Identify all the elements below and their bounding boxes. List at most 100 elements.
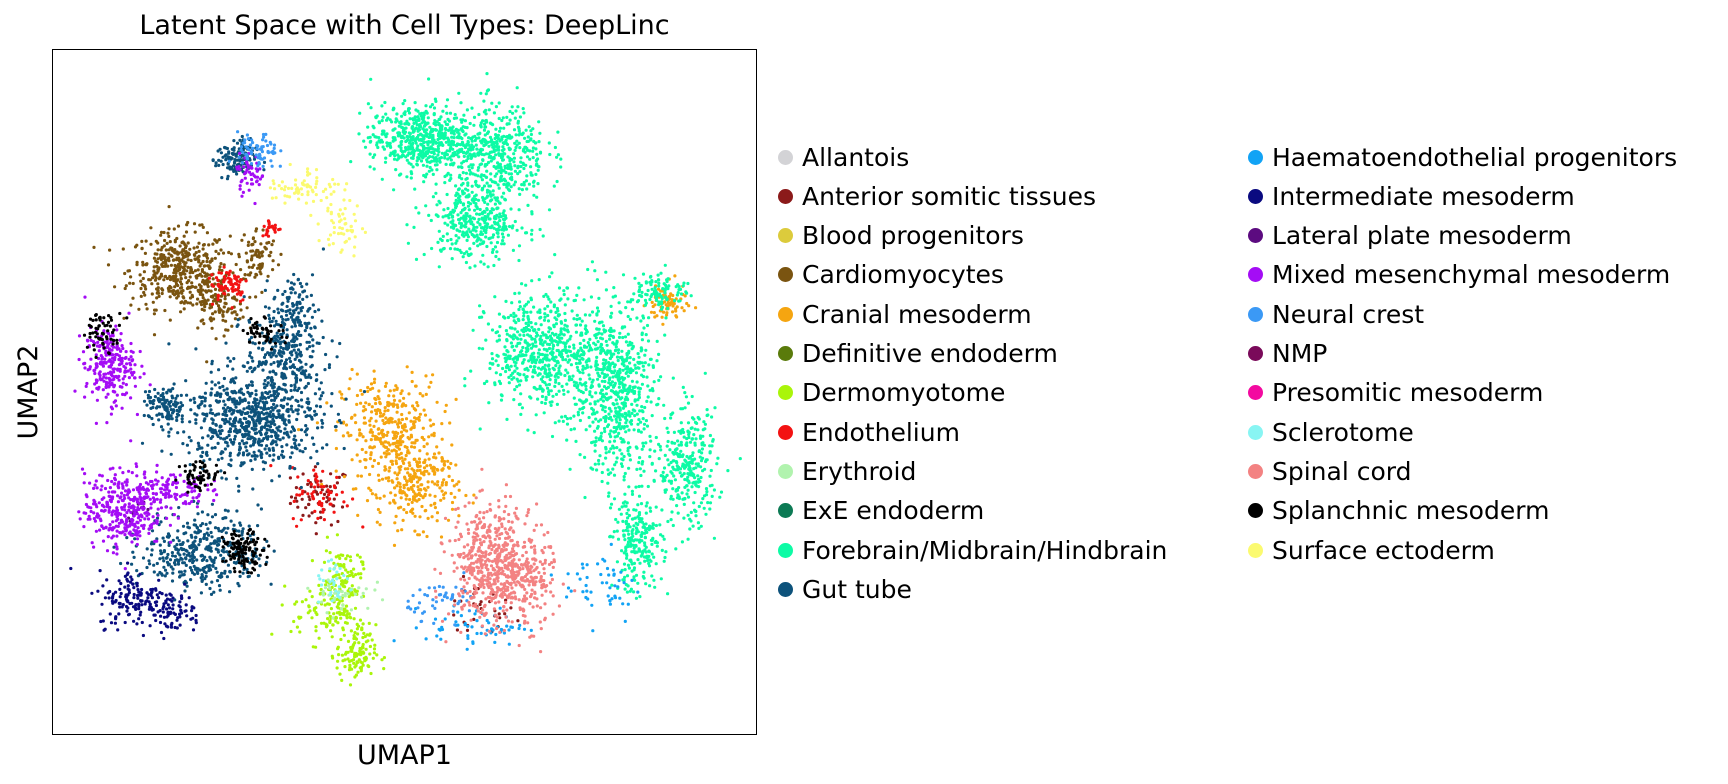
scatter-point: [506, 136, 510, 140]
scatter-point: [600, 388, 604, 392]
scatter-point: [364, 439, 368, 443]
scatter-point: [702, 420, 706, 424]
scatter-point: [624, 395, 628, 399]
scatter-point: [674, 547, 678, 551]
scatter-point: [369, 428, 373, 432]
scatter-point: [486, 265, 490, 269]
scatter-point: [521, 131, 525, 135]
scatter-point: [202, 308, 206, 312]
scatter-point: [510, 345, 514, 349]
scatter-point: [504, 369, 508, 374]
scatter-point: [143, 293, 147, 297]
scatter-point: [480, 141, 484, 145]
scatter-point: [553, 145, 557, 150]
scatter-point: [414, 384, 418, 388]
scatter-point: [337, 475, 341, 479]
scatter-point: [525, 187, 529, 191]
scatter-point: [233, 282, 237, 286]
scatter-point: [383, 406, 387, 410]
scatter-point: [652, 578, 656, 582]
scatter-point: [400, 125, 404, 129]
scatter-point: [398, 399, 402, 403]
scatter-point: [540, 387, 544, 391]
scatter-point: [414, 141, 418, 145]
scatter-point: [106, 263, 111, 267]
scatter-point: [428, 135, 432, 139]
scatter-point: [163, 308, 167, 313]
scatter-point: [167, 256, 171, 260]
scatter-point: [593, 462, 597, 466]
scatter-point: [623, 538, 627, 542]
scatter-point: [400, 456, 404, 460]
scatter-point: [471, 197, 475, 201]
scatter-point: [188, 290, 192, 294]
scatter-point: [344, 604, 349, 608]
scatter-point: [474, 136, 478, 141]
scatter-point: [432, 112, 436, 116]
scatter-point: [638, 456, 642, 460]
scatter-point: [179, 290, 183, 294]
scatter-point: [239, 293, 243, 297]
scatter-point: [513, 180, 517, 184]
scatter-point: [499, 215, 503, 219]
scatter-point: [654, 539, 658, 544]
scatter-point: [350, 584, 354, 588]
scatter-point: [548, 152, 552, 157]
scatter-point: [435, 519, 439, 523]
scatter-point: [432, 468, 436, 472]
scatter-point: [619, 462, 624, 466]
scatter-point: [391, 442, 395, 446]
scatter-point: [529, 356, 533, 360]
scatter-point: [154, 239, 158, 243]
scatter-point: [395, 477, 399, 481]
scatter-point: [690, 394, 694, 399]
scatter-point: [444, 403, 448, 407]
scatter-point: [474, 143, 478, 147]
scatter-point: [443, 120, 447, 124]
scatter-point: [392, 188, 396, 192]
scatter-point: [501, 148, 505, 153]
scatter-point: [269, 250, 273, 254]
scatter-point: [641, 316, 646, 320]
scatter-point: [524, 378, 528, 382]
scatter-point: [417, 418, 421, 422]
scatter-point: [517, 133, 521, 137]
scatter-point: [597, 462, 601, 466]
scatter-point: [624, 504, 628, 508]
scatter-point: [497, 257, 501, 261]
scatter-point: [151, 300, 155, 304]
scatter-point: [650, 387, 655, 391]
scatter-point: [597, 296, 601, 300]
scatter-point: [501, 235, 505, 239]
scatter-point: [251, 242, 255, 246]
scatter-point: [488, 366, 492, 371]
scatter-point: [343, 665, 347, 669]
scatter-point: [460, 177, 464, 181]
scatter-point: [415, 162, 419, 166]
scatter-point: [455, 228, 459, 232]
scatter-point: [345, 621, 349, 625]
scatter-point: [508, 118, 512, 122]
scatter-point: [696, 428, 700, 432]
scatter-point: [605, 368, 609, 372]
scatter-point: [469, 369, 473, 373]
scatter-point: [452, 225, 456, 229]
scatter-point: [223, 292, 227, 296]
scatter-point: [612, 446, 616, 450]
scatter-point: [218, 310, 222, 314]
scatter-point: [630, 307, 635, 311]
scatter-plot: [69, 72, 742, 687]
scatter-point: [596, 346, 600, 350]
scatter-point: [690, 485, 694, 489]
scatter-point: [176, 289, 180, 293]
scatter-point: [349, 608, 353, 612]
scatter-point: [433, 501, 437, 505]
scatter-point: [509, 364, 513, 368]
scatter-point: [470, 139, 474, 143]
scatter-point: [552, 184, 556, 188]
scatter-point: [685, 484, 689, 488]
scatter-point: [237, 286, 241, 290]
scatter-point: [669, 470, 673, 474]
scatter-point: [641, 460, 645, 464]
scatter-point: [217, 252, 221, 256]
